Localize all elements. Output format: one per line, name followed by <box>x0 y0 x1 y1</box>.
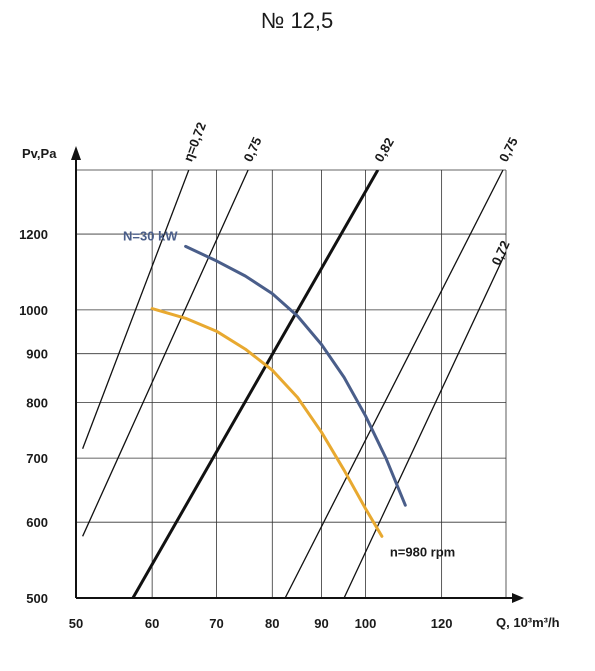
series-line <box>184 244 407 507</box>
axes <box>71 146 524 603</box>
grid <box>76 169 507 598</box>
y-tick-label: 900 <box>26 347 48 362</box>
efficiency-label: 0,72 <box>488 238 512 267</box>
efficiency-label: 0,82 <box>371 135 397 164</box>
x-tick-label: 50 <box>69 616 83 631</box>
efficiency-line <box>82 170 249 537</box>
data-series <box>150 244 407 538</box>
y-tick-label: 500 <box>26 591 48 606</box>
y-tick-label: 600 <box>26 515 48 530</box>
efficiency-line <box>343 251 506 598</box>
y-axis-arrow <box>71 146 81 160</box>
x-tick-label: 100 <box>355 616 377 631</box>
x-tick-label: 120 <box>431 616 453 631</box>
efficiency-label: 0,75 <box>240 135 264 164</box>
x-tick-label: 80 <box>265 616 279 631</box>
labels: 50 60 70 80 90 100 120 500 600 700 800 900 1000 1200 P… <box>19 120 560 631</box>
y-tick-label: 1200 <box>19 227 48 242</box>
chart-title: № 12,5 <box>261 8 334 33</box>
x-tick-label: 70 <box>209 616 223 631</box>
y-tick-label: 800 <box>26 396 48 411</box>
series-label: n=980 rpm <box>390 544 455 559</box>
efficiency-label: 0,75 <box>496 135 521 164</box>
efficiency-lines <box>82 170 506 598</box>
x-axis-arrow <box>512 593 524 603</box>
efficiency-line <box>284 170 504 598</box>
x-tick-label: 60 <box>145 616 159 631</box>
series-label: N=30 kW <box>123 228 178 243</box>
efficiency-line <box>131 170 380 598</box>
efficiency-label: η=0,72 <box>180 120 209 164</box>
y-axis-label: Pv,Pa <box>22 146 57 161</box>
series-line <box>150 307 384 538</box>
y-tick-label: 1000 <box>19 303 48 318</box>
x-tick-label: 90 <box>314 616 328 631</box>
x-axis-label: Q, 10³m³/h <box>496 615 560 630</box>
efficiency-line <box>82 170 190 449</box>
y-tick-label: 700 <box>26 451 48 466</box>
